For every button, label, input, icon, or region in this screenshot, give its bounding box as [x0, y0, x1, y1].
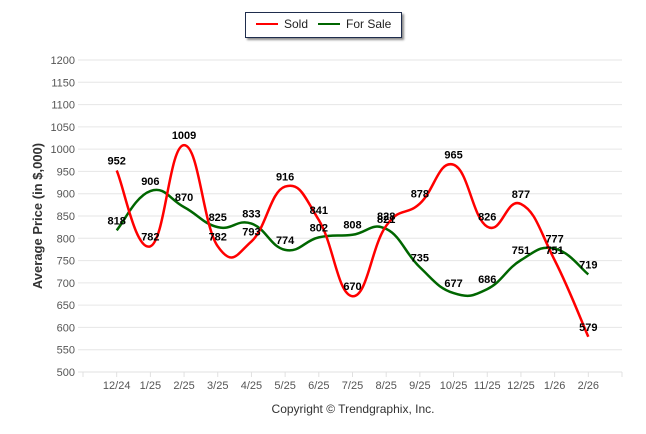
- y-tick-label: 500: [57, 367, 75, 379]
- x-tick-label: 12/25: [507, 380, 535, 392]
- series-lines: [115, 143, 590, 338]
- data-label: 751: [545, 245, 563, 257]
- y-tick-label: 900: [57, 189, 75, 201]
- data-label: 878: [411, 189, 429, 201]
- data-label: 686: [478, 274, 496, 286]
- data-label: 802: [310, 222, 328, 234]
- y-tick-label: 1050: [51, 122, 75, 134]
- x-tick-label: 5/25: [274, 380, 295, 392]
- for-sale-line-swatch-icon: [318, 23, 340, 25]
- y-axis-ticks: 500 550 600 650 700 750 800 850 900 950 1000 1050 11…: [51, 55, 75, 379]
- x-tick-label: 2/26: [578, 380, 599, 392]
- x-tick-label: 10/25: [440, 380, 468, 392]
- x-tick-label: 12/24: [103, 380, 131, 392]
- data-label: 877: [512, 189, 530, 201]
- y-axis-title: Average Price (in $,000): [30, 143, 45, 289]
- data-label: 826: [478, 212, 496, 224]
- y-tick-label: 1150: [51, 77, 75, 89]
- y-tick-label: 750: [57, 256, 75, 268]
- data-label: 735: [411, 252, 429, 264]
- x-tick-label: 3/25: [207, 380, 228, 392]
- data-label: 818: [108, 215, 126, 227]
- data-label: 965: [444, 150, 462, 162]
- sold-line-swatch-icon: [256, 23, 278, 25]
- data-label: 870: [175, 192, 193, 204]
- data-label: 579: [579, 322, 597, 334]
- data-label: 751: [512, 245, 530, 257]
- x-tick-label: 4/25: [241, 380, 262, 392]
- data-label: 777: [545, 234, 563, 246]
- legend-label-for-sale: For Sale: [346, 17, 392, 31]
- data-label: 782: [141, 231, 159, 243]
- y-tick-label: 1200: [51, 55, 75, 67]
- x-tick-label: 1/26: [544, 380, 565, 392]
- data-label: 828: [377, 211, 395, 223]
- data-label: 825: [209, 212, 227, 224]
- data-label: 782: [209, 231, 227, 243]
- data-label: 821: [377, 214, 395, 226]
- data-label: 1009: [172, 130, 196, 142]
- x-tick-label: 7/25: [342, 380, 363, 392]
- data-label: 808: [343, 220, 361, 232]
- y-tick-label: 1000: [51, 144, 75, 156]
- y-tick-label: 700: [57, 278, 75, 290]
- series-line-for-sale[interactable]: [115, 188, 590, 298]
- data-label: 719: [579, 259, 597, 271]
- data-label: 841: [310, 205, 328, 217]
- y-tick-label: 550: [57, 345, 75, 357]
- data-label: 774: [276, 235, 295, 247]
- x-tick-label: 6/25: [308, 380, 329, 392]
- y-tick-label: 800: [57, 233, 75, 245]
- series-line-sold[interactable]: [115, 143, 590, 338]
- data-label: 833: [242, 209, 260, 221]
- copyright-text: Copyright © Trendgraphix, Inc.: [271, 402, 435, 416]
- data-label: 916: [276, 172, 294, 184]
- x-tick-label: 8/25: [375, 380, 396, 392]
- y-tick-label: 600: [57, 322, 75, 334]
- y-tick-label: 950: [57, 166, 75, 178]
- gridlines: [78, 59, 622, 373]
- x-tick-label: 2/25: [173, 380, 194, 392]
- data-label: 906: [141, 176, 159, 188]
- x-axis: 12/24 1/25 2/25 3/25 4/25 5/25 6/25 7/25 8/25 9/2…: [78, 371, 623, 392]
- y-tick-label: 650: [57, 300, 75, 312]
- legend: Sold For Sale: [245, 12, 402, 38]
- x-tick-label: 11/25: [474, 380, 501, 392]
- data-label: 952: [108, 156, 126, 168]
- data-label: 677: [444, 278, 462, 290]
- y-tick-label: 850: [57, 211, 75, 223]
- x-tick-label: 9/25: [409, 380, 430, 392]
- legend-item-sold[interactable]: Sold: [256, 17, 308, 31]
- y-tick-label: 1100: [51, 100, 75, 112]
- legend-label-sold: Sold: [284, 17, 309, 31]
- legend-item-for-sale[interactable]: For Sale: [318, 17, 391, 31]
- data-label: 670: [343, 281, 361, 293]
- data-label: 793: [242, 226, 260, 238]
- x-tick-label: 1/25: [140, 380, 161, 392]
